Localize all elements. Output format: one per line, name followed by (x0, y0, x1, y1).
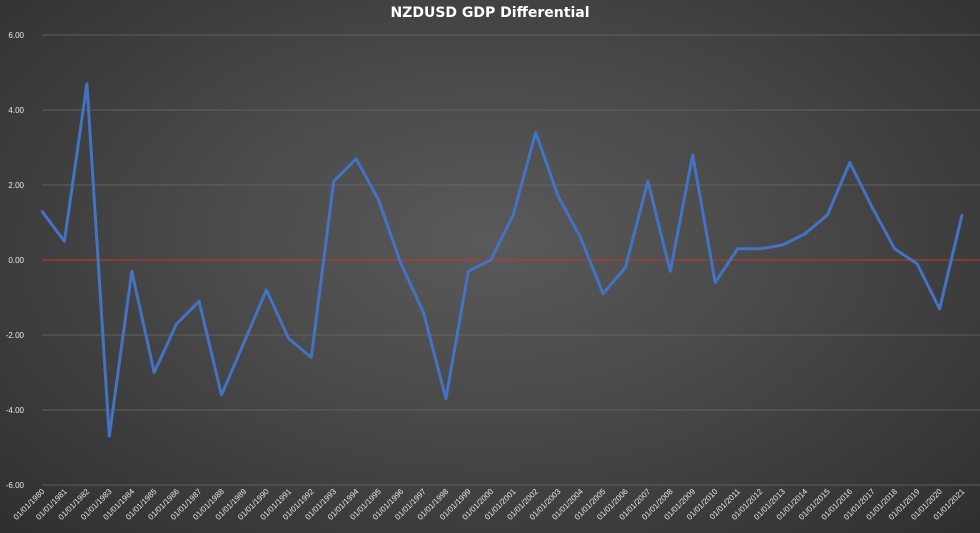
data-point (220, 393, 223, 397)
data-point (130, 270, 133, 273)
data-point (646, 180, 650, 183)
data-point (624, 266, 627, 269)
data-point (108, 435, 111, 438)
data-point (871, 206, 874, 209)
data-point (310, 356, 313, 359)
y-tick-label: 0.00 (8, 256, 24, 265)
data-point (242, 341, 246, 344)
data-point (489, 258, 492, 262)
data-point (713, 281, 717, 284)
series-layer (40, 82, 964, 438)
data-point (354, 157, 358, 160)
data-point (175, 322, 178, 325)
x-axis: 01/01/198001/01/198101/01/198201/01/1983… (12, 487, 967, 522)
y-tick-label: -4.00 (6, 406, 25, 415)
data-point (826, 213, 829, 217)
data-point (63, 240, 66, 243)
data-point (467, 270, 470, 273)
data-point (938, 307, 941, 310)
data-point (444, 397, 448, 400)
data-point (152, 371, 156, 374)
data-point (736, 247, 739, 250)
data-point (915, 262, 919, 265)
series-line (40, 82, 964, 438)
data-point (669, 270, 672, 273)
data-point (601, 292, 605, 295)
data-point (399, 262, 403, 265)
grid-lines (42, 34, 980, 486)
data-point (758, 247, 762, 250)
data-point (556, 195, 560, 198)
data-point (848, 161, 852, 164)
data-point (691, 153, 694, 157)
y-axis: 6.00 4.00 2.00 0.00 -2.00 -4.00 -6.00 (6, 31, 25, 490)
data-point (893, 247, 896, 250)
data-point (422, 311, 425, 314)
data-point (265, 288, 268, 292)
data-point (377, 198, 380, 202)
data-point (332, 180, 335, 183)
data-point (85, 82, 89, 85)
data-point (197, 300, 201, 303)
data-point (40, 210, 44, 213)
y-tick-label: 6.00 (8, 31, 24, 40)
chart-title: NZDUSD GDP Differential (390, 5, 590, 21)
data-point (781, 243, 784, 247)
y-tick-label: -6.00 (6, 481, 25, 490)
data-point (803, 232, 807, 235)
y-tick-label: -2.00 (6, 331, 25, 340)
data-point (579, 236, 582, 239)
data-point (512, 213, 515, 217)
y-tick-label: 2.00 (8, 181, 24, 190)
data-point (287, 337, 291, 340)
y-tick-label: 4.00 (8, 106, 24, 115)
data-point (534, 131, 537, 134)
data-point (960, 213, 964, 217)
